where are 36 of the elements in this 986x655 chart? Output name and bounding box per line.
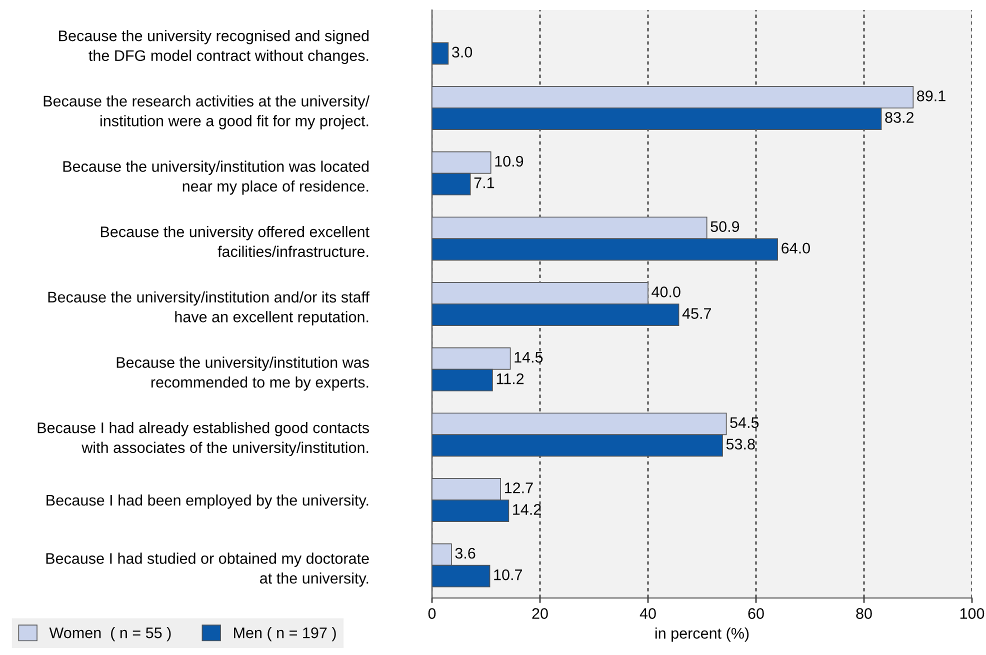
data-label: 14.2	[513, 504, 541, 515]
x-tick-label: 100	[960, 608, 984, 619]
data-label: 11.2	[496, 373, 524, 384]
data-label: 7.1	[474, 178, 494, 188]
data-label: 3.6	[455, 548, 476, 559]
data-label: 89.1	[917, 90, 946, 102]
data-label: 40.0	[652, 286, 680, 298]
y-tick-label: Because I had been employed by the university.	[46, 494, 368, 509]
x-axis-title: in percent (%)	[655, 628, 749, 642]
data-label: 45.7	[682, 308, 711, 319]
y-tick-label: Because the university offered excellent facilities/infrastructure.	[100, 226, 370, 258]
y-tick-label: Because the university recognised and signed the DFG model contract without changes.	[59, 30, 369, 64]
x-tick-label: 0	[428, 608, 436, 619]
y-tick-label: Because the university/institution was recommended to me by experts.	[116, 356, 369, 391]
x-tick-label: 40	[640, 608, 656, 619]
y-tick-label: Because the university/institution and/or its staff have an excellent reputation.	[48, 291, 370, 326]
x-tick-label: 20	[532, 608, 548, 619]
data-label: 3.0	[452, 46, 472, 58]
data-label: 12.7	[504, 482, 533, 494]
data-label: 83.2	[885, 112, 914, 123]
data-label: 54.5	[730, 417, 759, 428]
data-label: 10.7	[494, 569, 522, 580]
y-tick-label: Because the research activities at the university/ institution were a good fit for my project.	[44, 95, 370, 130]
data-label: 50.9	[710, 221, 740, 232]
data-label: 53.8	[726, 438, 755, 450]
data-label: 64.0	[782, 242, 810, 254]
x-tick-label: 60	[748, 608, 764, 619]
y-tick-label: Because I had studied or obtained my doctorate at the university.	[46, 552, 369, 587]
y-tick-label: Because I had already established good contacts with associates of the university/institution.	[38, 422, 369, 456]
y-tick-label: Because the university/institution was located near my place of residence.	[63, 160, 369, 195]
bar	[432, 42, 449, 65]
data-label: 14.5	[514, 352, 543, 363]
data-label: 10.9	[495, 156, 524, 167]
legend-label: Women ( n = 55 )	[49, 627, 171, 642]
legend-label: Men ( n = 197 )	[234, 627, 336, 642]
x-tick-label: 80	[856, 608, 872, 619]
